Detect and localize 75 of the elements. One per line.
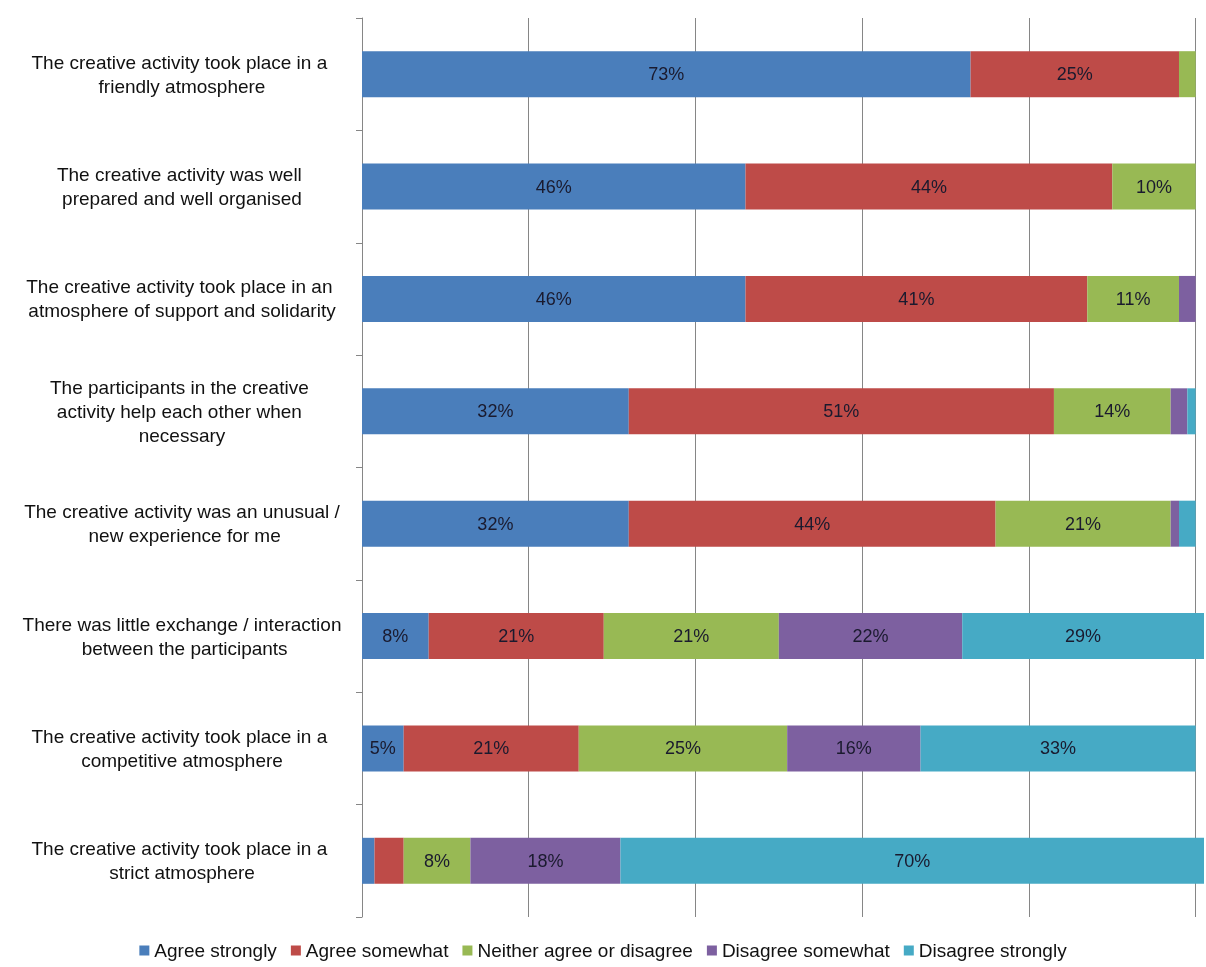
- bar: [920, 725, 1196, 772]
- bar: [995, 500, 1171, 547]
- data-label: 16%: [835, 738, 872, 759]
- data-label: 51%: [823, 401, 860, 422]
- data-label: 46%: [535, 176, 572, 197]
- bar: [374, 837, 404, 884]
- bar: [1178, 275, 1196, 322]
- bar: [1112, 163, 1196, 210]
- data-label: 21%: [473, 738, 510, 759]
- data-label: 25%: [664, 738, 701, 759]
- bar: [970, 51, 1179, 98]
- bar: [603, 613, 779, 660]
- data-label: 33%: [1040, 738, 1077, 759]
- data-label: 32%: [477, 401, 514, 422]
- data-label: 22%: [852, 626, 889, 647]
- bar: [962, 613, 1204, 660]
- y-tick-label: The creative activity was well prepared and well organised: [56, 164, 308, 210]
- data-label: 14%: [1094, 401, 1131, 422]
- bar: [1178, 51, 1196, 98]
- data-label: 11%: [1115, 288, 1151, 309]
- bar: [362, 500, 629, 547]
- bar: [362, 51, 971, 98]
- bar: [1053, 388, 1171, 435]
- bar: [1170, 500, 1179, 547]
- bar: [362, 163, 746, 210]
- bar: [628, 500, 996, 547]
- bar: [362, 725, 404, 772]
- y-tick-label: The creative activity took place in a competitive atmosphere: [31, 725, 333, 771]
- bar: [1187, 388, 1196, 435]
- bar: [362, 613, 429, 660]
- data-label: 21%: [498, 626, 535, 647]
- bar: [362, 275, 746, 322]
- y-tick-label: The creative activity took place in an atmosphere of support and solidarity: [26, 276, 338, 322]
- data-label: 8%: [382, 626, 409, 647]
- data-label: 73%: [648, 64, 685, 85]
- data-label: 70%: [894, 850, 931, 871]
- data-label: 8%: [424, 850, 451, 871]
- bar: [745, 275, 1088, 322]
- data-label: 46%: [535, 288, 572, 309]
- bar: [1087, 275, 1179, 322]
- data-label: 44%: [794, 513, 831, 534]
- data-label: 18%: [527, 850, 564, 871]
- bar: [778, 613, 963, 660]
- y-tick-label: There was little exchange / interaction between the participants: [22, 613, 342, 659]
- data-label: 10%: [1135, 176, 1172, 197]
- bar: [578, 725, 788, 772]
- data-label: 41%: [898, 288, 935, 309]
- legend-label: Agree somewhat: [305, 940, 450, 961]
- bar: [470, 837, 621, 884]
- legend-label: Disagree strongly: [918, 940, 1068, 961]
- data-label: 21%: [673, 626, 710, 647]
- y-tick-label: The creative activity was an unusual / new experience for me: [24, 501, 341, 547]
- legend-label: Disagree somewhat: [721, 940, 891, 961]
- bar: [1178, 500, 1196, 547]
- data-label: 5%: [369, 738, 396, 759]
- data-label: 44%: [910, 176, 947, 197]
- y-tick-label: The creative activity took place in a friendly atmosphere: [31, 51, 333, 97]
- y-tick-label: The participants in the creative activity help each other when necessary: [49, 376, 315, 446]
- bar: [362, 837, 375, 884]
- data-label: 21%: [1065, 513, 1102, 534]
- data-label: 32%: [477, 513, 514, 534]
- bar: [403, 837, 471, 884]
- bar: [787, 725, 921, 772]
- bar: [628, 388, 1054, 435]
- bar: [362, 388, 629, 435]
- legend-label: Agree strongly: [154, 940, 278, 961]
- bar: [403, 725, 579, 772]
- bar: [428, 613, 604, 660]
- bar: [620, 837, 1204, 884]
- y-tick-label: The creative activity took place in a strict atmosphere: [31, 838, 333, 884]
- data-label: 25%: [1056, 64, 1093, 85]
- legend-label: Neither agree or disagree: [477, 940, 693, 961]
- bar: [1170, 388, 1188, 435]
- bar: [745, 163, 1113, 210]
- data-label: 29%: [1065, 626, 1102, 647]
